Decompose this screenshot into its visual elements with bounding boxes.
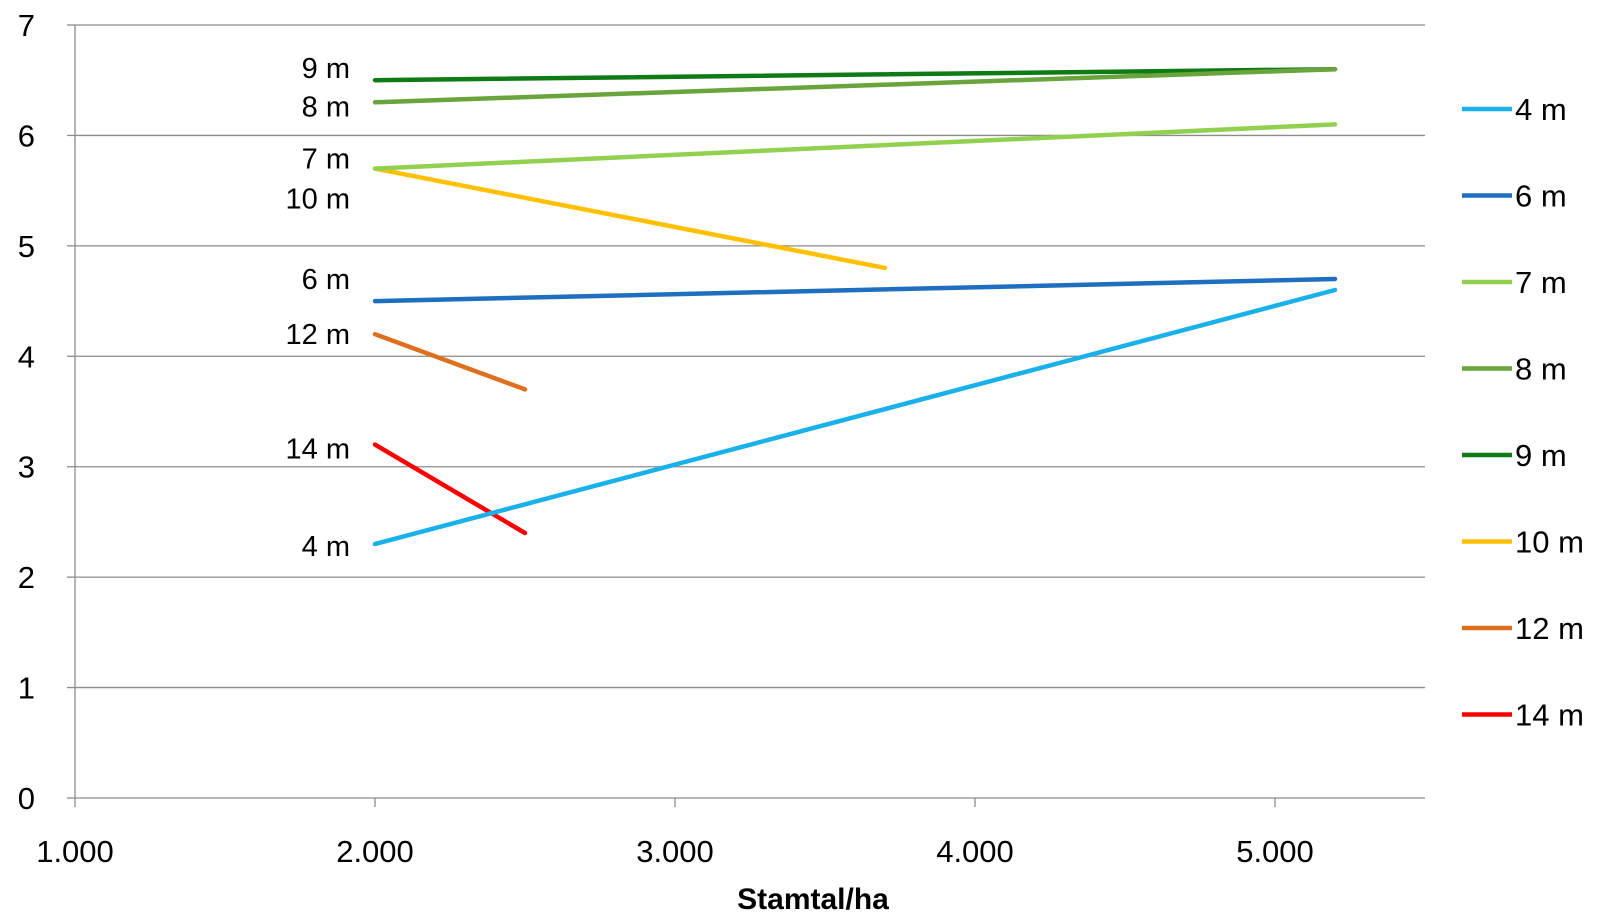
x-tick-label: 5.000 [1236, 834, 1314, 869]
legend-item: 12 m [1462, 611, 1584, 646]
x-tick-label: 3.000 [636, 834, 714, 869]
series-label: 10 m [286, 184, 350, 216]
legend-item: 14 m [1462, 698, 1584, 733]
legend-item: 10 m [1462, 525, 1584, 560]
gridlines [75, 24, 1425, 689]
x-tick-label: 1.000 [36, 834, 114, 869]
series-line-4m [372, 287, 1338, 547]
x-axis-title: Stamtal/ha [737, 883, 889, 916]
series-label: 4 m [302, 531, 350, 563]
series-label: 14 m [286, 434, 350, 466]
series-line-7m [372, 122, 1338, 171]
x-tick-label: 4.000 [936, 834, 1014, 869]
legend-item: 4 m [1462, 92, 1567, 127]
y-tick-label: 0 [18, 781, 35, 816]
series-line-9m [372, 66, 1338, 83]
series-label: 12 m [286, 319, 350, 351]
legend-label: 7 m [1515, 265, 1567, 300]
series-label: 9 m [302, 53, 350, 85]
series-label: 6 m [302, 264, 350, 296]
y-tick-label: 1 [18, 671, 35, 706]
y-tick-label: 4 [18, 339, 35, 374]
series-line-8m [372, 66, 1338, 105]
axes: 0 1 2 3 4 5 6 7 1.000 2.000 3.000 4.000 5.000 [18, 8, 1425, 869]
legend-label: 10 m [1515, 525, 1584, 560]
series-line-12m [372, 331, 528, 392]
series-label: 8 m [302, 91, 350, 123]
series-label: 7 m [302, 144, 350, 176]
x-tick-label: 2.000 [336, 834, 414, 869]
legend-item: 6 m [1462, 179, 1567, 214]
y-tick-label: 6 [18, 118, 35, 153]
series-line-10m [372, 166, 888, 271]
series-labels: 4 m 6 m 7 m 8 m 9 m 10 m 12 m 14 m [286, 53, 350, 563]
legend-item: 9 m [1462, 438, 1567, 473]
series-line-14m [372, 442, 528, 536]
legend-item: 8 m [1462, 352, 1567, 387]
legend-label: 6 m [1515, 179, 1567, 214]
y-tick-label: 2 [18, 560, 35, 595]
legend-label: 9 m [1515, 438, 1567, 473]
legend-item: 7 m [1462, 265, 1567, 300]
y-tick-label: 3 [18, 450, 35, 485]
y-tick-label: 5 [18, 229, 35, 264]
legend: 4 m 6 m 7 m 8 m 9 m 10 m 12 m 14 m [1462, 92, 1584, 733]
legend-label: 12 m [1515, 611, 1584, 646]
legend-label: 8 m [1515, 352, 1567, 387]
series-line-6m [372, 276, 1338, 304]
legend-label: 4 m [1515, 92, 1567, 127]
series-lines [372, 66, 1338, 547]
y-tick-label: 7 [18, 8, 35, 43]
legend-label: 14 m [1515, 698, 1584, 733]
